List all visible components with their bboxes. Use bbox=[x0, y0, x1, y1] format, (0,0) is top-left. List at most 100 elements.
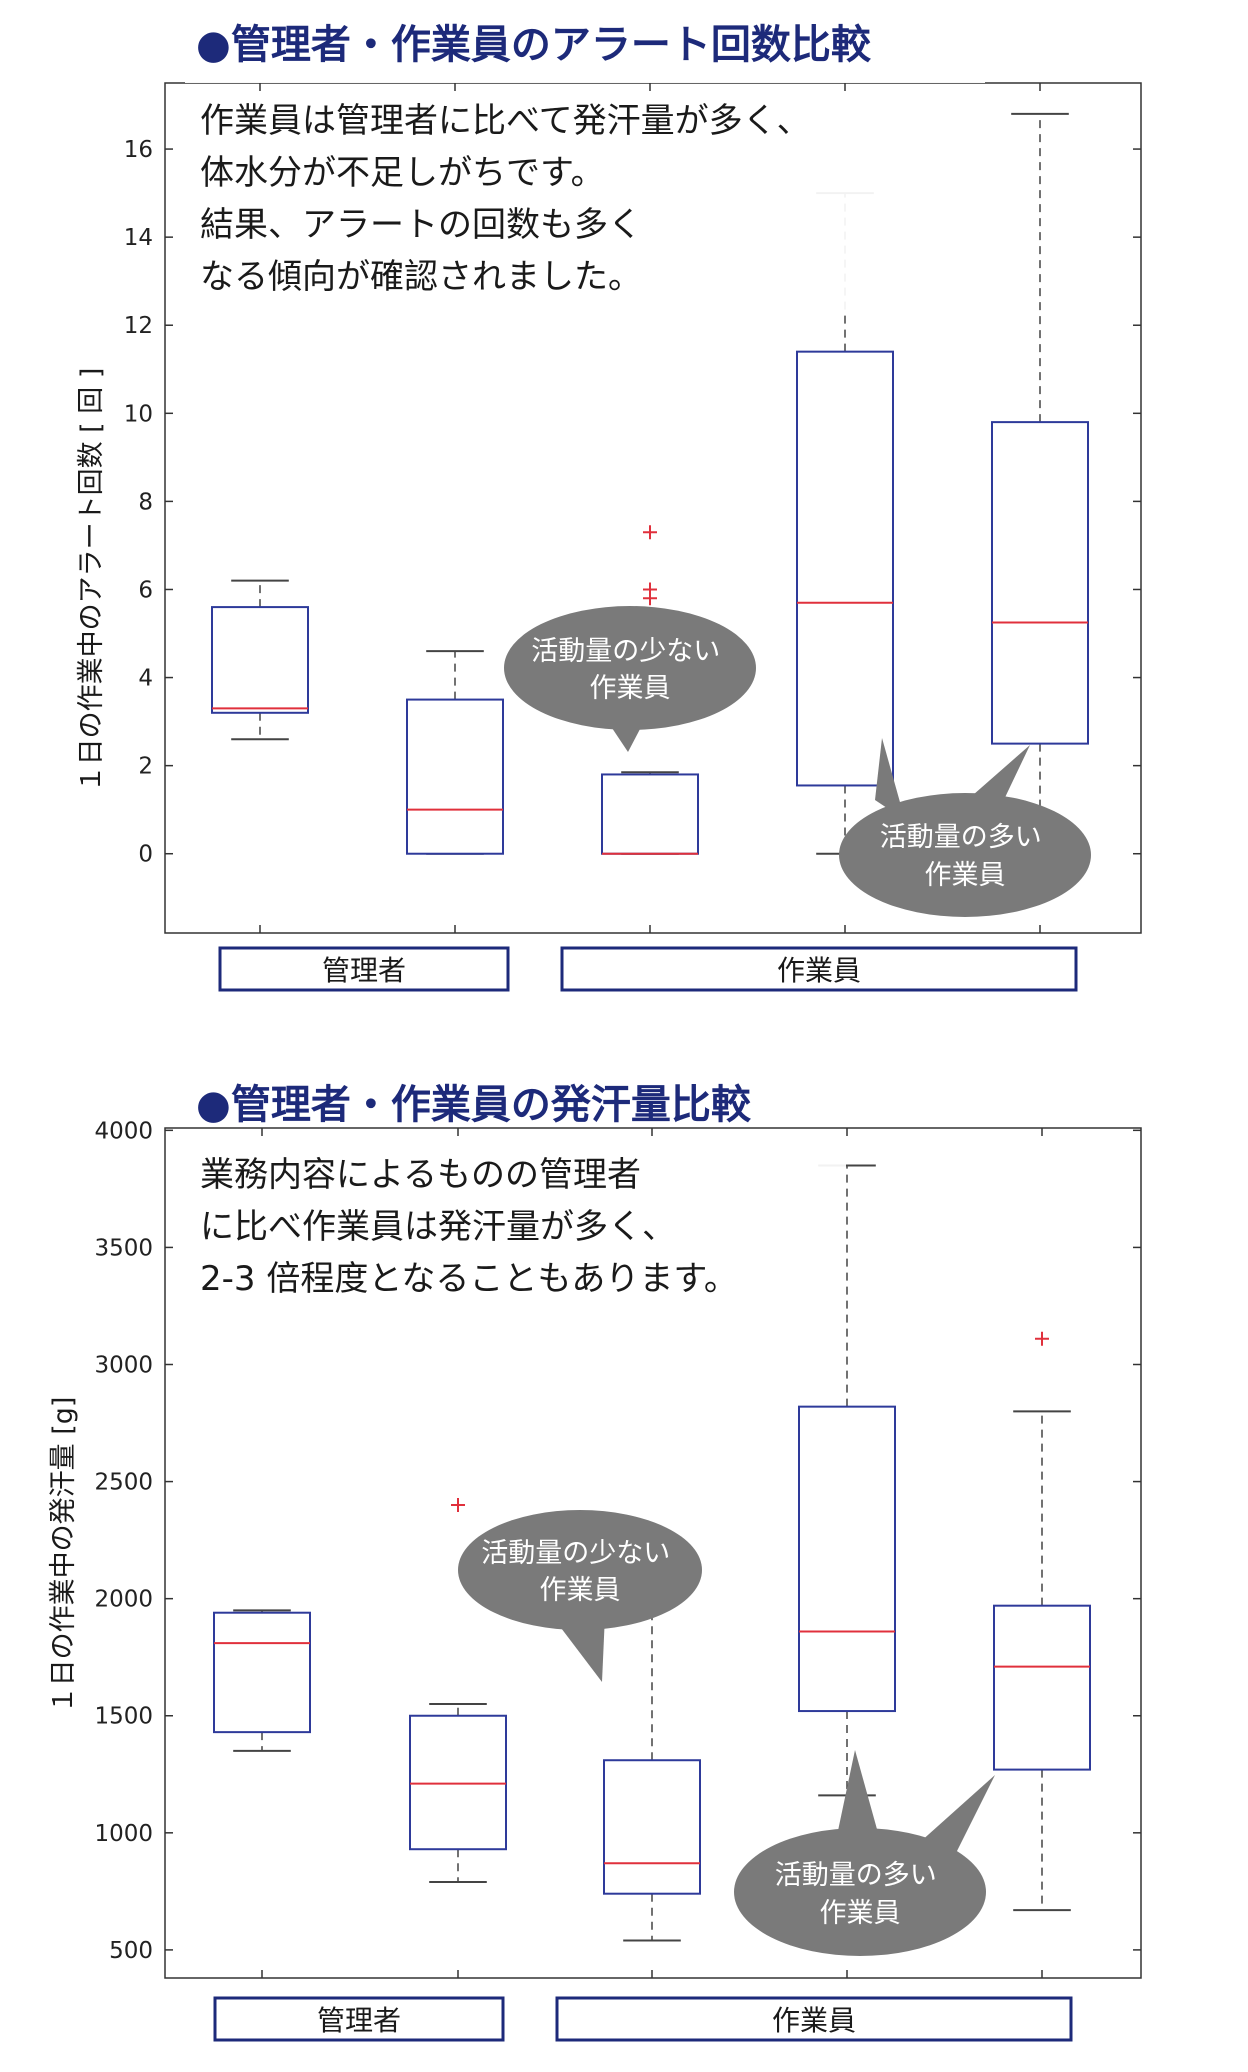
y-tick-label: 12 bbox=[124, 313, 153, 339]
iqr-box bbox=[603, 1759, 701, 1895]
box-1 bbox=[213, 1609, 311, 1752]
y-axis-ticks: 0 2 4 6 8 10 12 14 16 bbox=[124, 83, 1141, 933]
callout-low-activity: 活動量の少ない 作業員 bbox=[504, 606, 756, 752]
y-tick-label: 500 bbox=[109, 1938, 153, 1964]
callout-line: 活動量の少ない bbox=[531, 636, 720, 667]
callout-bubble bbox=[458, 1510, 702, 1630]
y-tick-label: 2000 bbox=[94, 1587, 153, 1613]
group-box bbox=[218, 946, 510, 992]
y-tick-label: 1000 bbox=[94, 1821, 153, 1847]
y-tick-label: 3000 bbox=[94, 1353, 153, 1379]
y-tick-label: 16 bbox=[124, 137, 153, 163]
iqr-box bbox=[409, 1714, 507, 1851]
group-label: 管理者 bbox=[322, 954, 406, 987]
callout-bubble bbox=[734, 1828, 986, 1956]
callout-line: 活動量の多い bbox=[775, 1860, 937, 1891]
y-tick-label: 8 bbox=[138, 489, 153, 515]
chart-title: ●管理者・作業員のアラート回数比較 bbox=[196, 22, 872, 68]
callout-pointer bbox=[965, 745, 1030, 808]
title-background bbox=[185, 1065, 885, 1127]
annotation-line: に比べ作業員は発汗量が多く、 bbox=[200, 1207, 676, 1247]
callout-pointer bbox=[555, 1615, 605, 1682]
y-tick-label: 14 bbox=[124, 225, 153, 251]
title-background bbox=[185, 0, 985, 83]
callout-pointer bbox=[835, 1750, 880, 1845]
annotation-line: 作業員は管理者に比べて発汗量が多く、 bbox=[200, 101, 811, 141]
box-3 bbox=[603, 1597, 701, 1942]
callout-text: 活動量の多い 作業員 bbox=[775, 1860, 946, 1929]
sweat-amount-chart: ●管理者・作業員の発汗量比較 500 1000 1500 2000 2500 3000 35… bbox=[48, 1065, 1142, 2042]
y-tick-label: 4 bbox=[138, 666, 153, 692]
callout-line: 作業員 bbox=[925, 860, 1006, 891]
iqr-box bbox=[601, 773, 699, 855]
callout-line: 作業員 bbox=[590, 673, 671, 704]
box-5 bbox=[993, 1331, 1091, 1912]
box-series bbox=[213, 1164, 1091, 1942]
box-1 bbox=[211, 579, 309, 741]
iqr-box bbox=[993, 1604, 1091, 1771]
group-label-manager: 管理者 bbox=[213, 1996, 505, 2042]
y-tick-label: 4000 bbox=[94, 1118, 153, 1144]
annotation-text: 作業員は管理者に比べて発汗量が多く、 体水分が不足しがちです。 結果、アラートの… bbox=[200, 101, 821, 297]
plot-frame bbox=[164, 1127, 1142, 1979]
box-series bbox=[211, 112, 1089, 855]
group-label: 作業員 bbox=[777, 954, 861, 987]
callout-text: 活動量の少ない 作業員 bbox=[531, 636, 729, 704]
group-box bbox=[555, 1996, 1073, 2042]
group-label-worker: 作業員 bbox=[560, 946, 1078, 992]
annotation-line: 業務内容によるものの管理者 bbox=[200, 1155, 641, 1195]
y-axis-label: １日の作業中のアラート回数 [ 回 ] bbox=[76, 368, 107, 793]
outlier-point bbox=[643, 525, 657, 540]
iqr-box bbox=[991, 421, 1089, 745]
iqr-box bbox=[406, 698, 504, 855]
callout-text: 活動量の多い 作業員 bbox=[880, 822, 1051, 891]
callout-high-activity: 活動量の多い 作業員 bbox=[734, 1750, 995, 1956]
group-label: 作業員 bbox=[772, 2004, 856, 2037]
callout-pointer bbox=[875, 738, 905, 820]
annotation-line: 2-3 倍程度となることもあります。 bbox=[200, 1259, 738, 1299]
callout-text: 活動量の少ない 作業員 bbox=[481, 1538, 679, 1606]
y-axis-label: １日の作業中の発汗量 [g] bbox=[48, 1397, 79, 1714]
callout-low-activity: 活動量の少ない 作業員 bbox=[458, 1510, 702, 1682]
outlier-point bbox=[643, 582, 657, 597]
group-label-manager: 管理者 bbox=[218, 946, 510, 992]
chart-title: ●管理者・作業員の発汗量比較 bbox=[196, 1082, 752, 1128]
iqr-box bbox=[796, 350, 894, 787]
outlier-point bbox=[451, 1498, 465, 1512]
group-box bbox=[213, 1996, 505, 2042]
annotation-background bbox=[186, 1140, 846, 1318]
y-tick-label: 2500 bbox=[94, 1470, 153, 1496]
annotation-text: 業務内容によるものの管理者 に比べ作業員は発汗量が多く、 2-3 倍程度となるこ… bbox=[200, 1155, 738, 1299]
annotation-line: なる傾向が確認されました。 bbox=[200, 257, 642, 297]
callout-line: 活動量の少ない bbox=[481, 1538, 670, 1569]
callout-bubble bbox=[504, 606, 756, 730]
box-3 bbox=[601, 525, 699, 855]
y-tick-label: 10 bbox=[124, 401, 153, 427]
iqr-box bbox=[211, 606, 309, 714]
outlier-point bbox=[1035, 1331, 1049, 1346]
box-2 bbox=[406, 650, 504, 855]
group-label: 管理者 bbox=[317, 2004, 401, 2037]
callout-line: 活動量の多い bbox=[880, 822, 1042, 853]
box-5 bbox=[991, 112, 1089, 855]
callout-high-activity: 活動量の多い 作業員 bbox=[839, 738, 1091, 917]
callout-line: 作業員 bbox=[540, 1575, 621, 1606]
y-tick-label: 2 bbox=[138, 754, 153, 780]
group-box bbox=[560, 946, 1078, 992]
alert-count-chart: ●管理者・作業員のアラート回数比較 0 2 4 6 8 10 12 14 16 １日の作業中のア… bbox=[76, 0, 1142, 992]
annotation-line: 体水分が不足しがちです。 bbox=[200, 153, 605, 193]
annotation-line: 結果、アラートの回数も多く bbox=[200, 205, 642, 245]
box-2 bbox=[409, 1498, 507, 1883]
callout-line: 作業員 bbox=[820, 1898, 901, 1929]
y-tick-label: 0 bbox=[138, 842, 153, 868]
iqr-box bbox=[798, 1405, 896, 1713]
callout-bubble bbox=[839, 793, 1091, 917]
y-tick-label: 3500 bbox=[94, 1235, 153, 1261]
y-axis-ticks: 500 1000 1500 2000 2500 3000 3500 4000 bbox=[94, 1118, 1141, 1978]
y-tick-label: 6 bbox=[138, 577, 153, 603]
annotation-background bbox=[186, 95, 916, 310]
y-tick-label: 1500 bbox=[94, 1704, 153, 1730]
group-label-worker: 作業員 bbox=[555, 1996, 1073, 2042]
iqr-box bbox=[213, 1611, 311, 1734]
